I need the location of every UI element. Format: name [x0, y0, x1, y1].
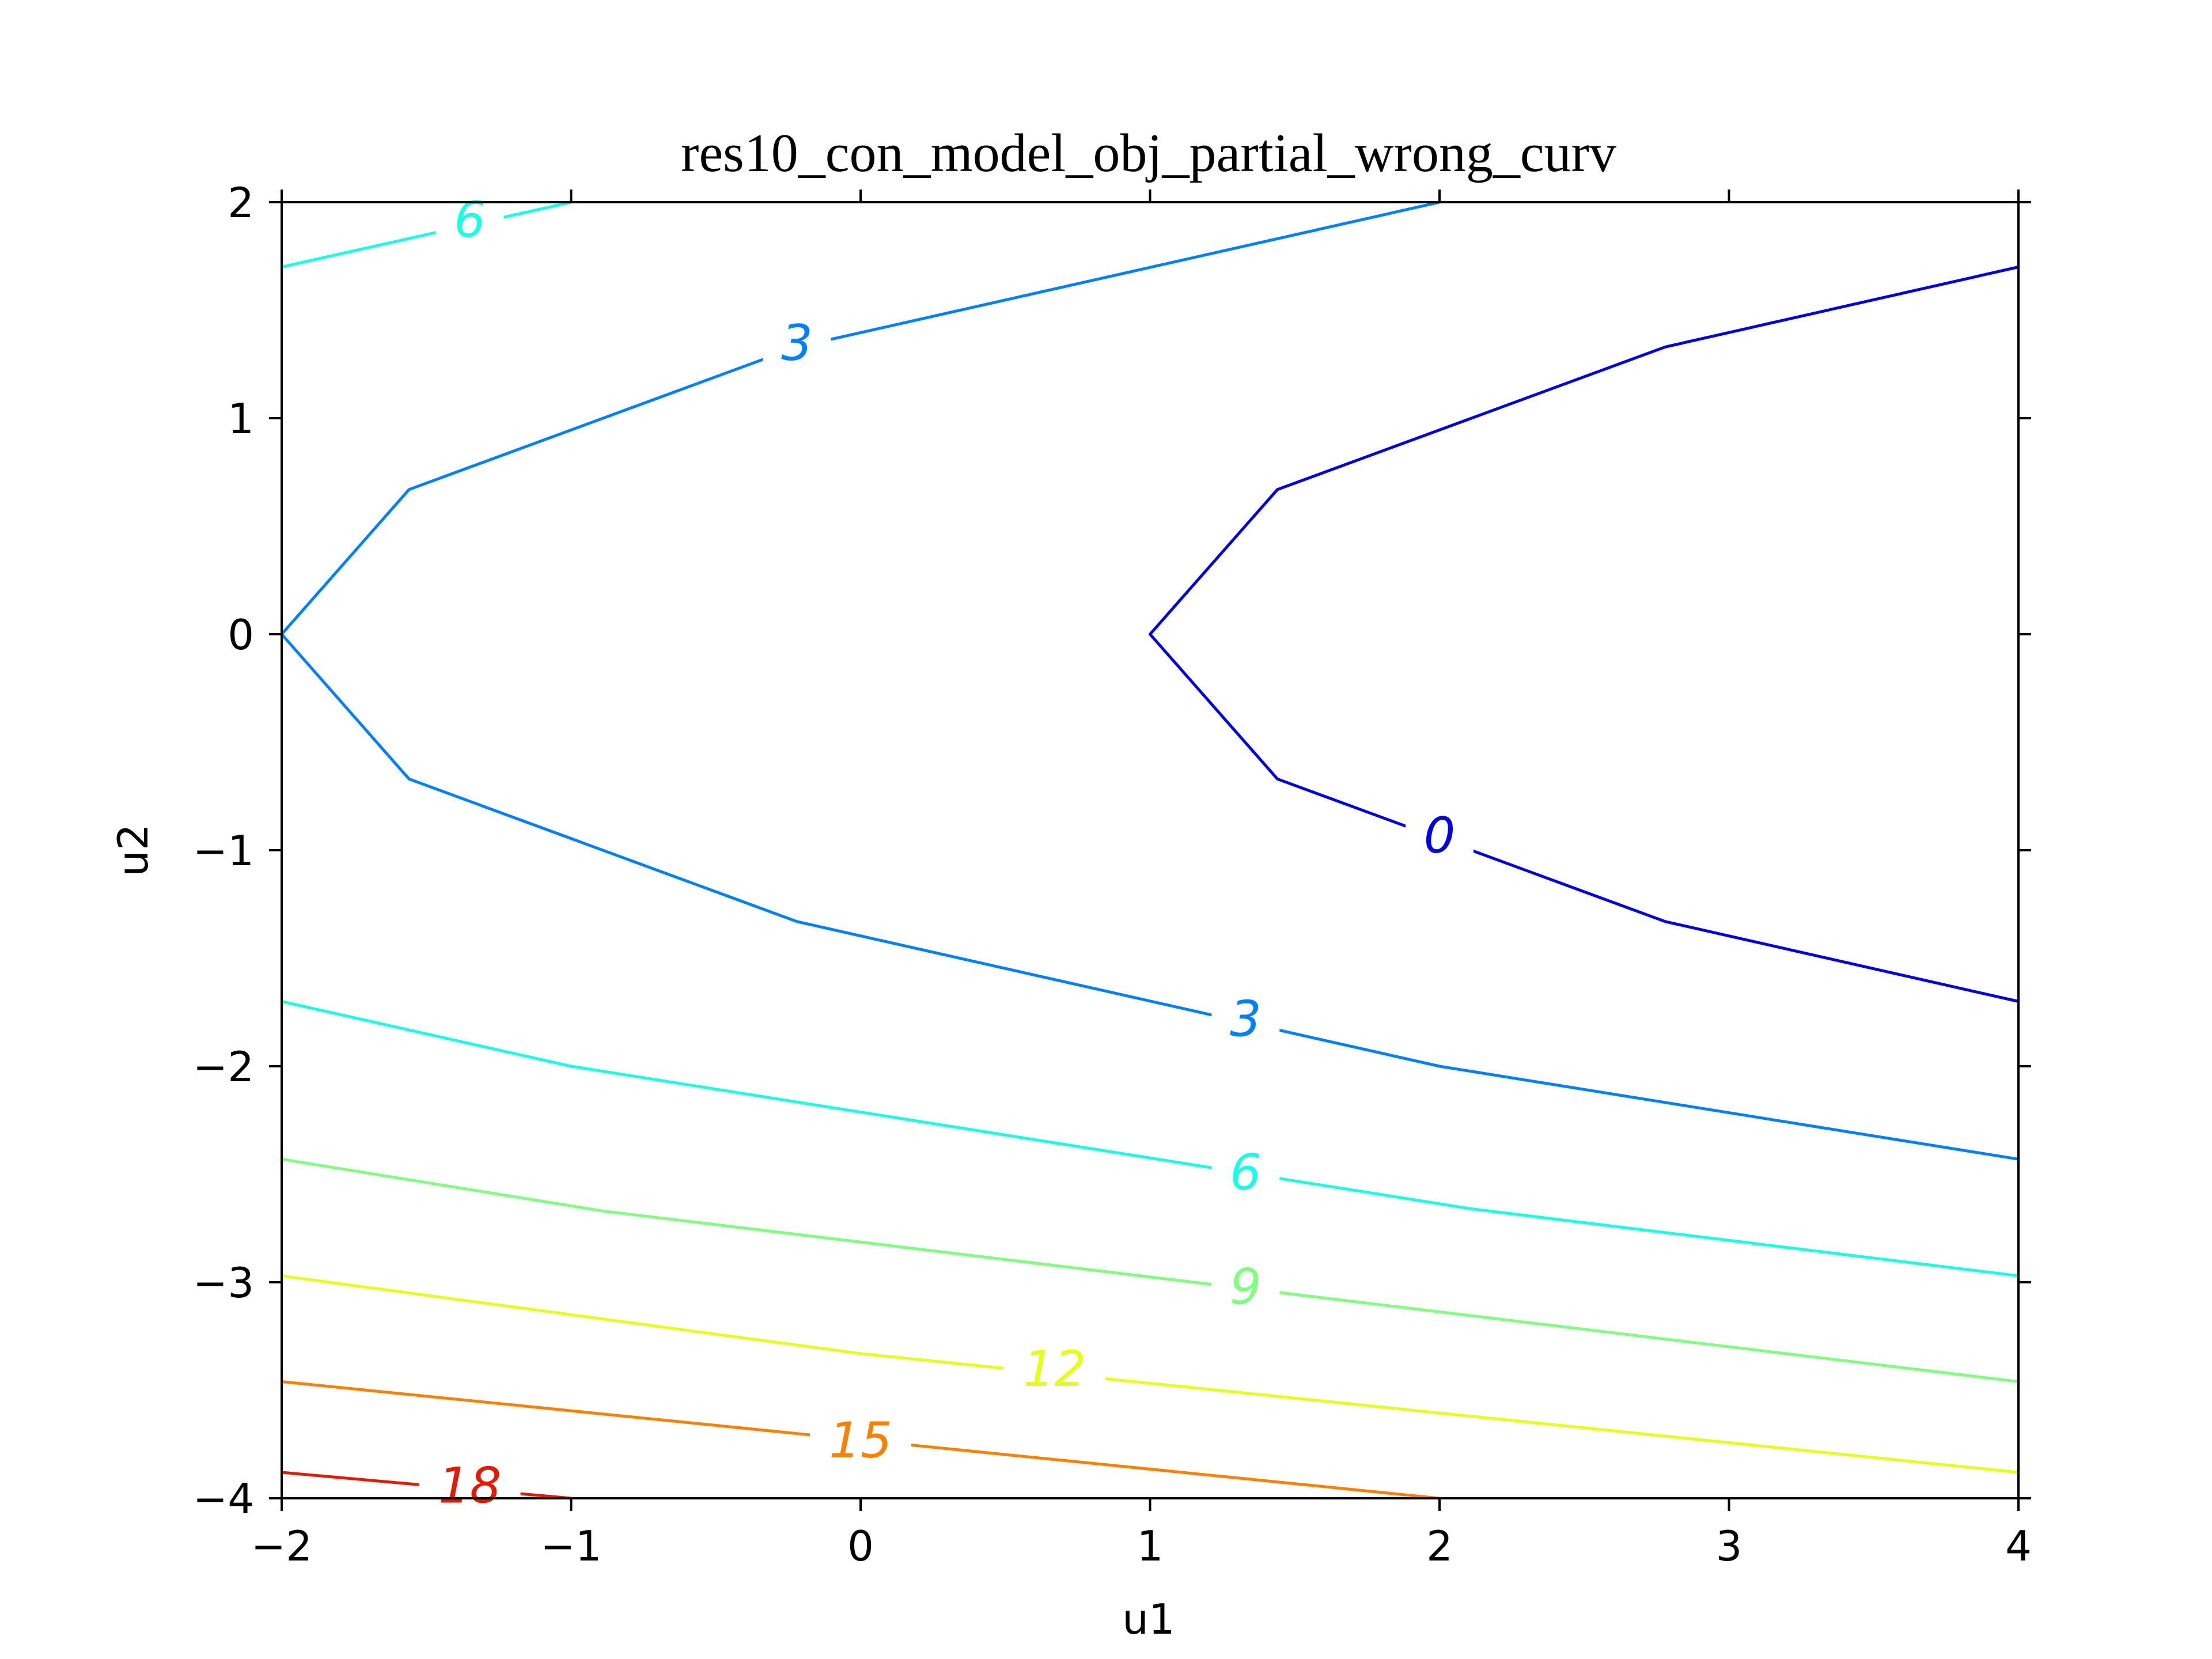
contour-label-gap — [1211, 1254, 1280, 1319]
y-axis-ticks: 2 1 0 −1 −2 −3 −4 — [193, 179, 2031, 1523]
contour-label-gap — [435, 187, 504, 252]
contour-labels: 0 3 3 6 6 9 12 15 18 — [419, 187, 1474, 1518]
y-tick-label: −4 — [193, 1475, 254, 1523]
x-tick-label: 0 — [847, 1522, 874, 1570]
y-tick-label: −3 — [193, 1259, 254, 1307]
contour-label-12: 12 — [1023, 1340, 1086, 1398]
x-axis-ticks: −2 −1 0 1 2 3 4 — [251, 190, 2032, 1570]
contour-line-0 — [1149, 266, 2019, 1003]
contour-line-9 — [281, 1157, 2019, 1383]
contour-label-0: 0 — [1424, 807, 1456, 865]
x-tick-label: −2 — [251, 1522, 312, 1570]
plot-frame — [281, 201, 2020, 1499]
contour-label-gap — [763, 310, 831, 375]
x-tick-label: 4 — [2005, 1522, 2032, 1570]
contour-label-3: 3 — [781, 315, 813, 372]
contour-lines — [280, 200, 2019, 1500]
contour-label-gap — [419, 1453, 521, 1518]
contour-line-12 — [281, 1274, 2019, 1474]
x-tick-label: 1 — [1137, 1522, 1164, 1570]
contour-line-6 — [281, 1000, 2019, 1278]
y-tick-label: 1 — [228, 395, 254, 443]
x-axis-label: u1 — [1122, 1595, 1175, 1643]
contour-label-gap — [1406, 802, 1474, 868]
x-tick-label: 2 — [1426, 1522, 1453, 1570]
contour-label-6: 6 — [454, 191, 486, 249]
contour-label-gap — [1003, 1336, 1105, 1401]
y-tick-label: −1 — [193, 827, 254, 875]
y-tick-label: 2 — [228, 179, 254, 227]
contour-label-6: 6 — [1230, 1144, 1262, 1202]
y-tick-label: 0 — [228, 611, 254, 659]
contour-label-18: 18 — [438, 1457, 501, 1515]
contour-line-6 — [281, 200, 572, 268]
y-tick-label: −2 — [193, 1043, 254, 1091]
x-tick-label: 3 — [1716, 1522, 1743, 1570]
contour-label-9: 9 — [1230, 1259, 1262, 1316]
contour-line-3 — [280, 200, 2019, 1161]
y-axis-label: u2 — [109, 824, 157, 876]
contour-label-gap — [1211, 986, 1280, 1051]
contour-label-gap — [1211, 1139, 1280, 1205]
contour-label-15: 15 — [829, 1412, 892, 1469]
chart-title: res10_con_model_obj_partial_wrong_curv — [681, 123, 1616, 183]
contour-label-gap — [810, 1407, 911, 1472]
contour-label-3: 3 — [1230, 991, 1262, 1048]
x-tick-label: −1 — [540, 1522, 601, 1570]
